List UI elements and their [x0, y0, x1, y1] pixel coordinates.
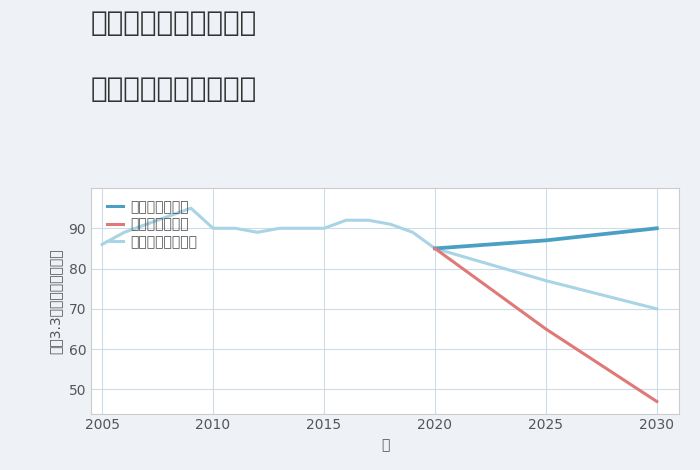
X-axis label: 年: 年 — [381, 438, 389, 452]
Text: 中古戸建ての価格推移: 中古戸建ての価格推移 — [91, 75, 258, 103]
Text: 兵庫県姫路市仁豊野の: 兵庫県姫路市仁豊野の — [91, 9, 258, 38]
Y-axis label: 坪（3.3㎡）単価（万円）: 坪（3.3㎡）単価（万円） — [49, 248, 63, 353]
Legend: グッドシナリオ, バッドシナリオ, ノーマルシナリオ: グッドシナリオ, バッドシナリオ, ノーマルシナリオ — [104, 197, 200, 252]
